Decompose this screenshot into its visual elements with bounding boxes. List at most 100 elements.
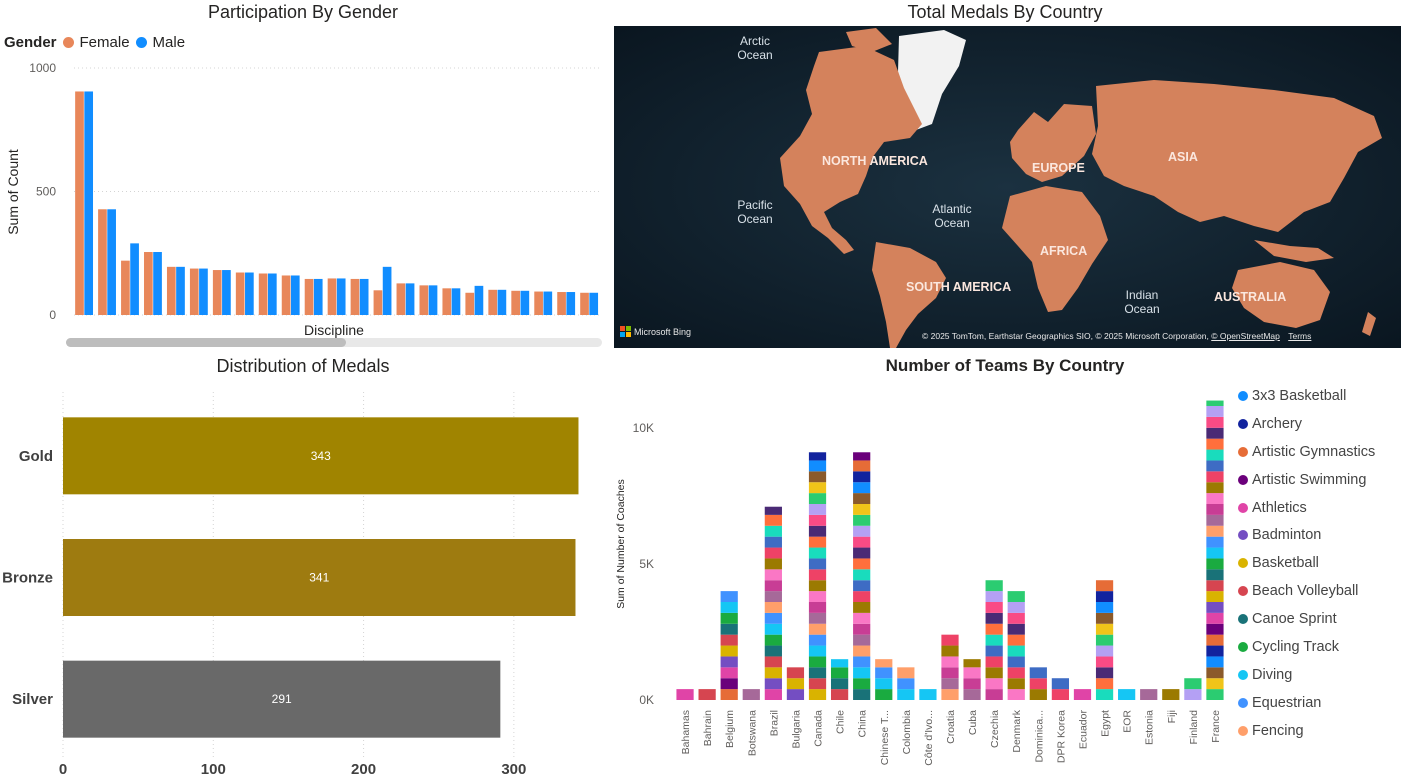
- bar-male: [589, 292, 599, 315]
- x-tick-label: China: [857, 710, 869, 738]
- scrollbar-thumb[interactable]: [66, 338, 346, 347]
- stack-segment: [1029, 667, 1047, 679]
- legend-item[interactable]: Athletics: [1238, 494, 1375, 522]
- stack-segment: [808, 482, 827, 494]
- stack-segment: [1206, 591, 1224, 602]
- x-tick-label: EOR: [1122, 710, 1134, 733]
- legend-item[interactable]: Artistic Gymnastics: [1238, 438, 1375, 466]
- stack-segment: [1095, 580, 1114, 592]
- stack-segment: [1007, 678, 1025, 690]
- x-tick-label: Denmark: [1011, 709, 1023, 752]
- panel-title: Number of Teams By Country: [885, 356, 1125, 375]
- bar-female: [442, 288, 452, 315]
- bar-male: [566, 292, 576, 315]
- y-tick-label: 1000: [29, 61, 56, 75]
- bing-label: Microsoft Bing: [634, 326, 692, 337]
- stack-segment: [853, 558, 871, 570]
- legend-item[interactable]: Archery: [1238, 410, 1375, 438]
- bar-male: [222, 270, 231, 315]
- stack-segment: [853, 569, 871, 581]
- x-tick-label: Belgium: [724, 710, 736, 748]
- stack-segment: [1007, 689, 1025, 700]
- stack-segment: [941, 689, 959, 700]
- stack-segment: [1206, 525, 1224, 537]
- stack-segment: [963, 689, 981, 700]
- stack-segment: [985, 645, 1003, 657]
- bar-female: [166, 266, 176, 315]
- gender-legend: Gender Female Male: [4, 34, 185, 51]
- bar-male: [474, 285, 484, 315]
- bar-male: [245, 272, 254, 315]
- label-asia: ASIA: [1168, 150, 1198, 164]
- category-label: Silver: [12, 691, 53, 708]
- legend-label: Basketball: [1252, 555, 1319, 572]
- horizontal-scrollbar[interactable]: [66, 338, 602, 347]
- legend-label-female[interactable]: Female: [79, 34, 130, 51]
- legend-label: Athletics: [1252, 499, 1307, 516]
- data-label: 291: [272, 692, 292, 706]
- world-map[interactable]: Arctic Ocean NORTH AMERICA EUROPE ASIA P…: [614, 26, 1401, 348]
- stack-segment: [1029, 678, 1047, 690]
- legend-item[interactable]: Equestrian: [1238, 689, 1375, 717]
- stack-segment: [830, 689, 849, 700]
- total-medals-map-panel: Total Medals By Country: [606, 0, 1404, 352]
- stack-segment: [941, 645, 959, 657]
- stack-segment: [720, 612, 738, 624]
- legend-item[interactable]: Cycling Track: [1238, 633, 1375, 661]
- legend-item[interactable]: 3x3 Basketball: [1238, 382, 1375, 410]
- stack-segment: [808, 580, 827, 592]
- stack-segment: [853, 514, 871, 526]
- stack-segment: [808, 612, 827, 624]
- stack-segment: [1206, 678, 1224, 690]
- bar-female: [465, 292, 475, 315]
- bar-female: [350, 278, 360, 315]
- panel-title: Distribution of Medals: [216, 356, 390, 376]
- stack-segment: [1206, 689, 1224, 700]
- stack-segment: [720, 656, 738, 668]
- legend-item[interactable]: Badminton: [1238, 521, 1375, 549]
- legend-item[interactable]: Basketball: [1238, 549, 1375, 577]
- distribution-of-medals-panel: Distribution of Medals 0 100 200 300 Gold 343…: [0, 352, 606, 774]
- stack-segment: [1206, 612, 1224, 624]
- stack-segment: [764, 678, 782, 690]
- legend-item[interactable]: Artistic Swimming: [1238, 466, 1375, 494]
- stack-segment: [853, 482, 871, 494]
- stack-segment: [1206, 471, 1224, 483]
- legend-label: Canoe Sprint: [1252, 611, 1337, 628]
- legend-dot: [1238, 418, 1248, 429]
- legend-item[interactable]: Diving: [1238, 661, 1375, 689]
- stack-segment: [963, 659, 981, 668]
- data-label: 341: [309, 571, 329, 585]
- stack-segment: [764, 536, 782, 548]
- stack-segment: [875, 678, 893, 690]
- legend-label-male[interactable]: Male: [152, 34, 186, 51]
- terms-link[interactable]: Terms: [1288, 331, 1312, 341]
- osm-link[interactable]: © OpenStreetMap: [1211, 331, 1280, 341]
- stack-segment: [1095, 591, 1114, 602]
- stack-segment: [1206, 667, 1224, 679]
- stack-segment: [1095, 689, 1114, 700]
- stack-segment: [1007, 656, 1025, 668]
- legend-dot: [1238, 725, 1248, 736]
- legend-item[interactable]: Fencing: [1238, 717, 1375, 745]
- x-tick-label: Finland: [1188, 710, 1200, 745]
- stack-segment: [720, 623, 738, 635]
- bar-male: [290, 275, 300, 315]
- x-tick-label: Canada: [813, 710, 825, 747]
- stack-segment: [1007, 602, 1025, 613]
- x-tick-label: Egypt: [1100, 710, 1112, 737]
- legend-item[interactable]: Beach Volleyball: [1238, 577, 1375, 605]
- legend-dot: [1238, 641, 1248, 652]
- stack-segment: [853, 460, 871, 472]
- stack-segment: [786, 667, 805, 679]
- bar-female: [75, 91, 84, 315]
- stack-segment: [1095, 623, 1114, 635]
- bar-male: [497, 289, 507, 315]
- x-tick-label: Brazil: [768, 710, 780, 736]
- stack-segment: [1206, 493, 1224, 504]
- stack-segment: [808, 602, 827, 613]
- stack-segment: [764, 558, 782, 570]
- legend-item[interactable]: Canoe Sprint: [1238, 605, 1375, 633]
- stack-segment: [1206, 623, 1224, 635]
- legend-dot-female: [62, 37, 74, 48]
